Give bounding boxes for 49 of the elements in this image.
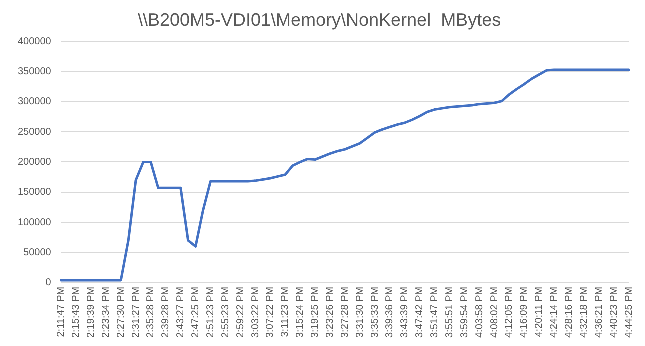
x-tick-label: 2:23:34 PM [100, 286, 112, 338]
x-tick-label: 2:35:28 PM [146, 286, 157, 338]
chart-title: \\B200M5-VDI01\Memory\NonKernel MBytes [138, 10, 502, 30]
y-tick-label: 50000 [24, 247, 52, 258]
x-tick-label: 2:59:22 PM [235, 286, 246, 338]
y-tick-label: 200000 [18, 156, 52, 168]
y-tick-label: 150000 [18, 187, 52, 198]
x-tick-label: 2:15:43 PM [71, 286, 82, 338]
y-tick-label: 250000 [18, 126, 52, 138]
x-tick-label: 3:27:28 PM [340, 286, 351, 338]
x-tick-label: 2:11:47 PM [56, 286, 68, 338]
x-tick-label: 3:11:23 PM [280, 286, 292, 338]
x-tick-label: 2:47:25 PM [190, 286, 202, 338]
x-tick-label: 4:28:16 PM [564, 286, 575, 338]
x-tick-label: 4:44:25 PM [624, 286, 635, 338]
x-tick-label: 3:19:25 PM [310, 286, 322, 338]
x-tick-label: 2:31:27 PM [130, 286, 142, 338]
x-tick-label: 2:27:30 PM [116, 286, 127, 338]
x-tick-label: 4:08:02 PM [489, 286, 500, 338]
x-tick-label: 2:39:28 PM [160, 286, 172, 338]
x-tick-label: 4:16:09 PM [519, 286, 530, 338]
x-tick-label: 3:47:42 PM [414, 286, 426, 338]
x-tick-label: 3:55:51 PM [444, 286, 456, 338]
y-tick-label: 400000 [18, 36, 52, 48]
x-tick-label: 3:59:54 PM [459, 286, 470, 338]
y-tick-label: 100000 [18, 217, 52, 228]
x-tick-label: 3:51:47 PM [430, 286, 441, 338]
x-tick-label: 4:40:23 PM [608, 286, 620, 338]
x-tick-label: 2:19:39 PM [86, 286, 97, 338]
x-tick-label: 4:36:21 PM [594, 286, 605, 338]
x-tick-label: 4:24:14 PM [549, 286, 560, 338]
x-tick-label: 2:43:27 PM [176, 286, 187, 338]
x-tick-label: 2:51:23 PM [205, 286, 216, 338]
x-tick-label: 3:43:39 PM [400, 286, 411, 338]
y-tick-label: 0 [46, 278, 52, 289]
x-tick-label: 3:07:22 PM [265, 286, 276, 338]
x-tick-label: 4:32:18 PM [578, 286, 590, 338]
x-tick-label: 3:39:36 PM [384, 286, 396, 338]
y-tick-label: 350000 [18, 66, 52, 78]
x-tick-label: 4:20:11 PM [534, 286, 546, 338]
x-tick-label: 4:12:05 PM [504, 286, 516, 338]
x-tick-label: 3:23:26 PM [324, 286, 336, 338]
x-tick-label: 3:35:33 PM [370, 286, 381, 338]
y-tick-label: 300000 [18, 96, 52, 108]
x-tick-label: 3:31:30 PM [354, 286, 366, 338]
x-tick-label: 3:15:24 PM [295, 286, 306, 338]
x-tick-label: 4:03:58 PM [474, 286, 486, 338]
x-tick-label: 3:03:22 PM [250, 286, 262, 338]
x-tick-label: 2:55:23 PM [220, 286, 232, 338]
